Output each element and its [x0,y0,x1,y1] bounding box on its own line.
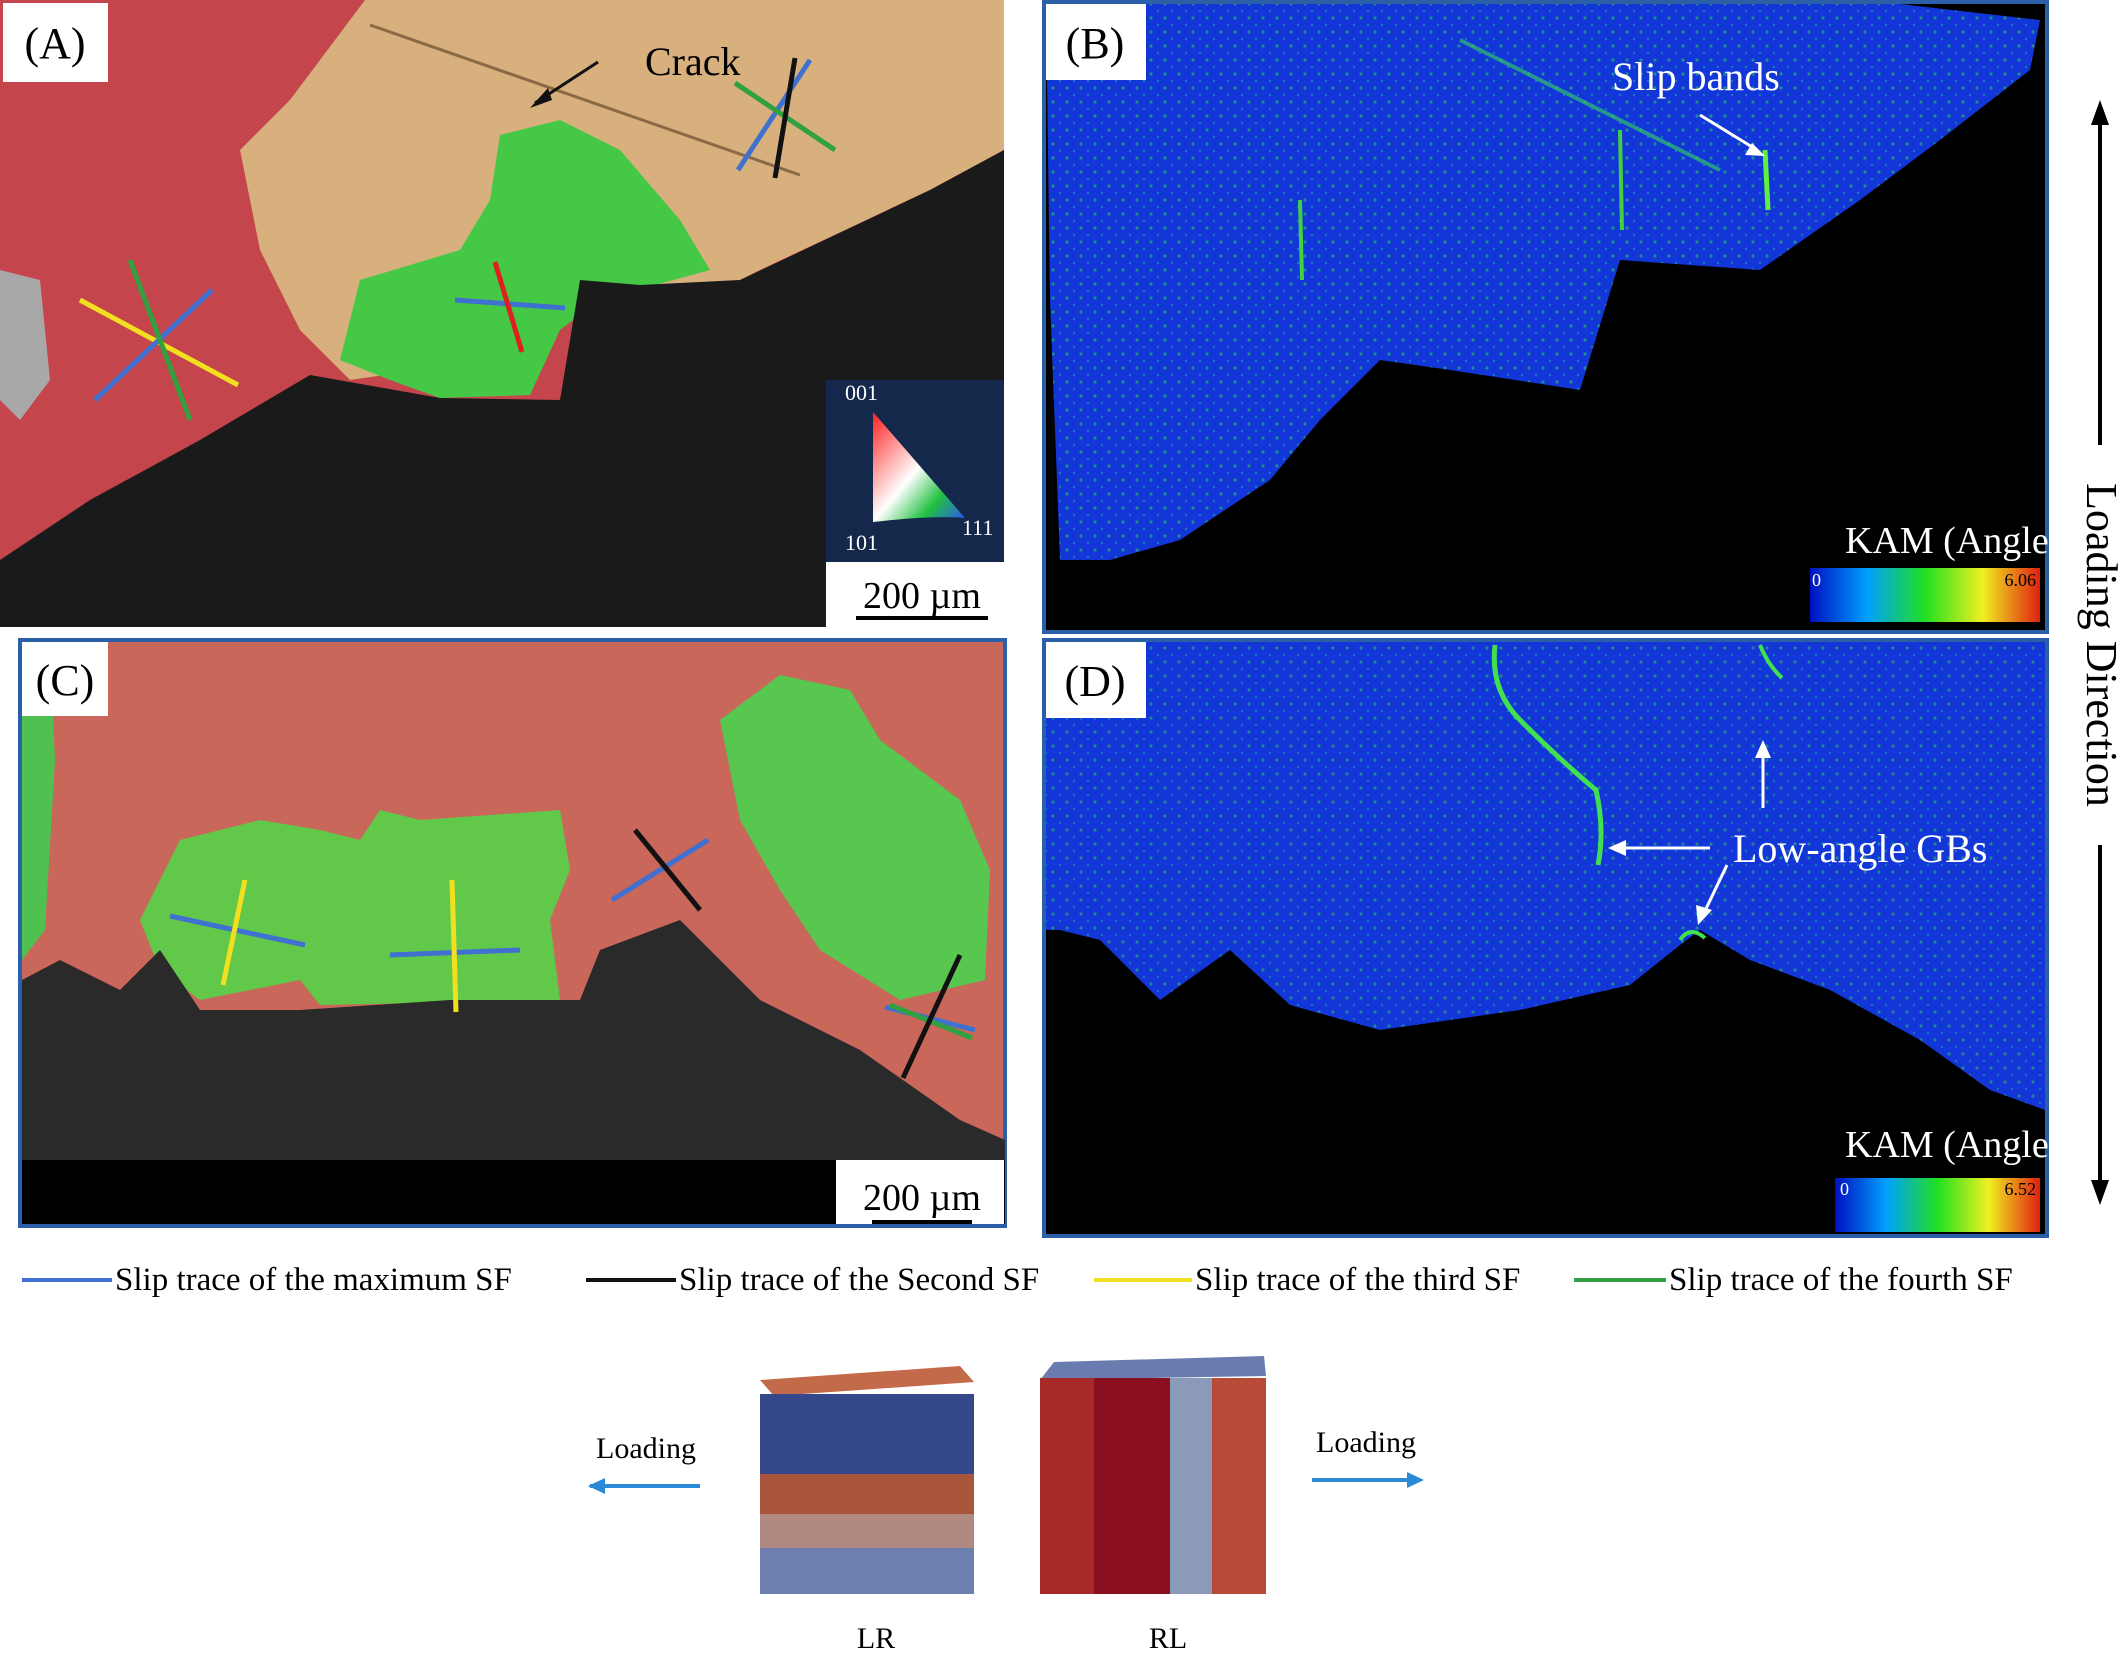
colorbar-min: 0 [1840,1179,1849,1199]
ipf-label: 001 [845,380,878,405]
trace-line [735,58,813,172]
shape [140,810,570,1005]
trace-line [169,913,306,948]
shape [1810,568,2040,622]
shape [720,675,990,1000]
trace-line [492,261,525,353]
shape [22,650,55,960]
legend-entry: Slip trace of the third SF [1195,1262,1520,1298]
shape [1046,642,2045,1110]
trace-line [449,879,459,1013]
shape [22,920,1005,1160]
shape [1696,905,1712,925]
legend-entry: Slip trace of the maximum SF [115,1262,512,1298]
shape [1491,644,1604,866]
shape [760,1366,974,1396]
shape [836,1160,1004,1224]
trace-line [772,57,798,179]
ipf-label: 101 [845,530,878,555]
shape [1745,143,1765,156]
trace-line [1701,864,1729,916]
panel-d: (D) Low-angle GBs KAM (Angle 0 6.52 [1042,638,2049,1238]
shape [0,150,1004,627]
colorbar-max: 6.06 [2005,570,2037,590]
trace-line [1618,129,1624,231]
shape [340,120,710,398]
panel-label: (D) [1064,657,1125,706]
shape [1608,840,1626,856]
shape [760,1394,974,1474]
panel-a: (A) Crack 001 101 111 200 µm [0,0,1004,627]
cube-label: RL [1149,1622,1187,1654]
panel-label: (A) [24,19,85,68]
legend-entry: Slip trace of the Second SF [679,1262,1039,1298]
shape [760,1514,974,1548]
legend-entry: Slip trace of the fourth SF [1669,1262,2013,1298]
trace-line [900,953,963,1080]
shape [3,3,108,82]
colorbar-max: 6.52 [2005,1179,2037,1199]
colorbar-title: KAM (Angle [1845,520,2049,562]
trace-line [93,288,214,402]
trace-line [1762,149,1771,211]
trace-line [1459,38,1721,172]
shape [1755,740,1771,758]
shape [530,88,552,108]
scale-bar-label: 200 µm [863,575,981,617]
panel-c: (C) 200 µm [18,638,1007,1228]
panel-b: (B) Slip bands KAM (Angle 0 6.06 [1042,0,2049,634]
shape [588,1478,605,1494]
annotation: Crack [645,39,741,84]
colorbar-min: 0 [1812,570,1821,590]
shape [1046,4,1146,80]
shape [1040,1356,1266,1380]
colorbar-title: KAM (Angle [1845,1124,2049,1166]
cube-label: LR [857,1622,895,1654]
shape [1094,1378,1170,1594]
cubes: Loading Loading LR RL [588,1356,1424,1654]
panel-label: (C) [36,656,95,705]
annotation: Slip bands [1612,54,1780,99]
shape [1678,930,1707,942]
trace-line [1699,113,1758,152]
loading-direction: Loading Direction [2077,100,2126,1205]
shape [760,1474,974,1514]
panel-label: (B) [1066,19,1125,68]
shape [1040,1378,1094,1594]
trace-line [369,23,801,177]
shape [873,412,965,522]
trace-line [127,259,193,421]
scale-bar-label: 200 µm [863,1177,981,1219]
annotation: Low-angle GBs [1733,826,1987,871]
shape [22,642,108,716]
shape [760,1548,974,1594]
side-label: Loading Direction [2077,483,2126,807]
shape [1170,1378,1212,1594]
shape [1758,644,1784,680]
shape [2091,1180,2109,1205]
shape [1407,1472,1424,1488]
shape [1046,4,2040,560]
trace-line [1298,199,1304,281]
shape [2091,100,2109,125]
trace-line [220,879,248,986]
loading-label: Loading [1316,1426,1416,1459]
shape [0,270,50,420]
ipf-label: 111 [962,515,993,540]
shape [1835,1178,2040,1232]
trace-line [610,837,710,903]
loading-label: Loading [596,1432,696,1465]
shape [1046,642,1146,718]
trace-line [633,828,702,912]
shape [1212,1378,1266,1594]
legend: Slip trace of the maximum SF Slip trace … [22,1262,2013,1298]
